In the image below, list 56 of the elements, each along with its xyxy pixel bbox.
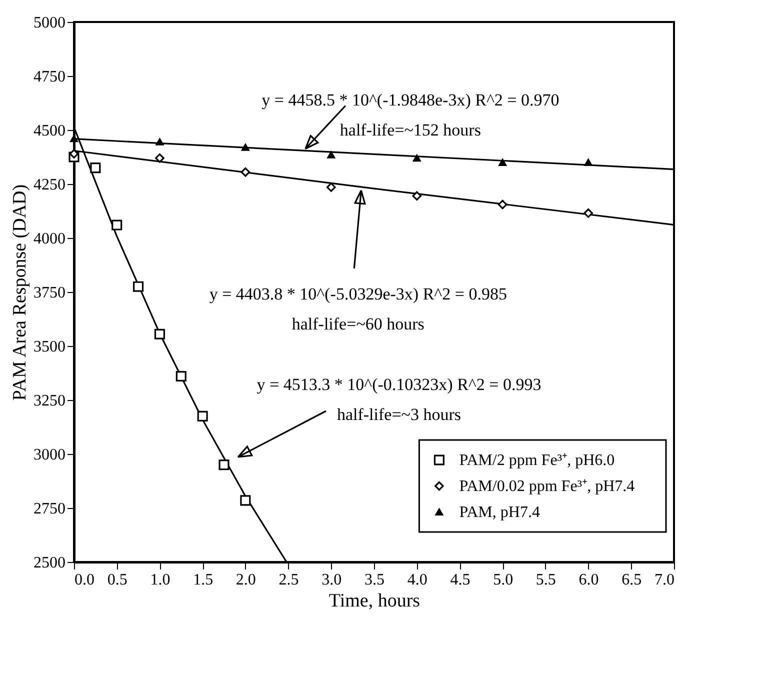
point	[498, 200, 508, 210]
point	[90, 162, 101, 174]
point	[154, 328, 165, 340]
point	[584, 158, 592, 166]
y-tick-label: 2750	[34, 500, 66, 518]
point	[197, 410, 208, 422]
x-tick-label: 1.5	[193, 572, 214, 588]
annotation: y = 4458.5 * 10^(-1.9848e-3x) R^2 = 0.970 half-life=~152 hours	[262, 90, 560, 140]
y-tick-label: 2500	[34, 554, 66, 572]
point	[412, 191, 422, 201]
y-tick-label: 4250	[34, 176, 66, 194]
point	[218, 460, 230, 470]
y-tick-label: 4500	[34, 122, 66, 140]
annotation: y = 4403.8 * 10^(-5.0329e-3x) R^2 = 0.985 half-life=~60 hours	[209, 284, 507, 334]
point	[240, 495, 251, 506]
x-tick-label: 4.5	[450, 572, 470, 588]
x-tick-label: 7.0	[654, 572, 674, 588]
x-axis-title: Time, hours	[328, 590, 420, 612]
x-tick-label: 0.5	[107, 572, 128, 588]
point	[241, 144, 250, 151]
x-tick-label: 6.5	[622, 572, 642, 588]
point	[133, 281, 144, 292]
point	[112, 220, 122, 230]
y-tick-label: 4000	[34, 230, 66, 248]
point	[70, 135, 78, 142]
point	[498, 158, 507, 166]
y-tick-label: 3750	[34, 284, 66, 302]
x-tick-label: 6.0	[578, 572, 599, 588]
y-axis-title: PAM Area Response (DAD)	[10, 184, 30, 401]
point	[326, 182, 336, 192]
x-tick-label: 1.0	[150, 572, 170, 588]
x-tick-label: 0.0	[74, 572, 94, 588]
x-tick-label: 5.0	[493, 572, 514, 588]
annotation: y = 4513.3 * 10^(-0.10323x) R^2 = 0.993 half-life=~3 hours	[256, 375, 542, 424]
x-tick-label: 3.5	[364, 572, 384, 588]
point	[155, 153, 164, 163]
point	[240, 167, 250, 177]
y-tick-label: 5000	[34, 14, 66, 32]
x-tick-label: 5.5	[536, 572, 556, 588]
x-tick-label: 4.0	[407, 572, 428, 588]
y-tick-label: 3250	[34, 392, 66, 410]
point	[156, 138, 164, 146]
point	[69, 149, 79, 158]
x-tick-label: 2.0	[236, 572, 256, 588]
y-tick-label: 3000	[34, 446, 66, 464]
y-tick-label: 3500	[34, 338, 66, 356]
legend-label: PAM, pH7.4	[459, 504, 540, 521]
legend-label: PAM/0.02 ppm Fe³⁺, pH7.4	[459, 478, 635, 495]
legend-label: PAM/2 ppm Fe³⁺, pH6.0	[459, 452, 615, 469]
point	[412, 154, 421, 162]
y-tick-label: 4750	[34, 68, 66, 86]
point	[327, 151, 336, 158]
point	[584, 208, 593, 218]
x-tick-label: 3.0	[322, 572, 342, 588]
x-tick-label: 2.5	[278, 572, 299, 588]
point	[176, 370, 186, 382]
